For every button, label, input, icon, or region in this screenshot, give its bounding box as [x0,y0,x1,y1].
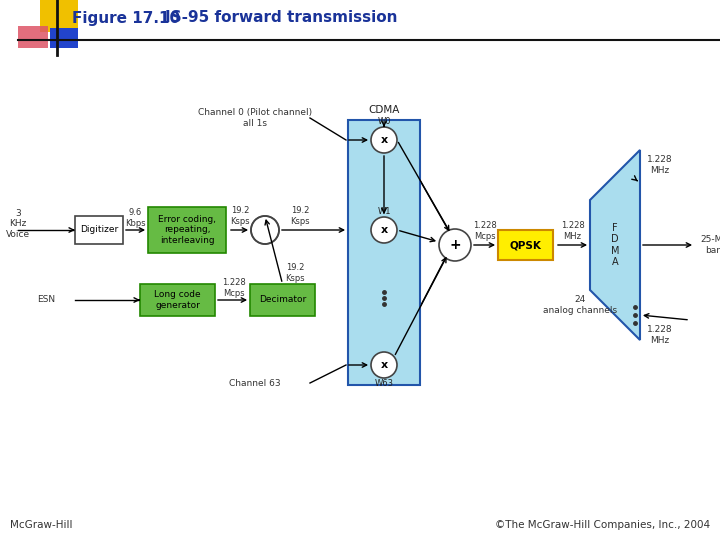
Bar [148,207,226,253]
Text: +: + [449,238,461,252]
Circle shape [371,352,397,378]
Text: ESN: ESN [37,295,55,305]
Text: Figure 17.10: Figure 17.10 [72,10,180,25]
Bar [250,284,315,316]
Text: F
D
M
A: F D M A [611,222,619,267]
Text: CDMA: CDMA [369,105,400,115]
Text: IS-95 forward transmission: IS-95 forward transmission [144,10,397,25]
Text: McGraw-Hill: McGraw-Hill [10,520,73,530]
Text: 19.2
Ksps: 19.2 Ksps [230,206,250,226]
Circle shape [251,216,279,244]
Text: 1.228
MHz: 1.228 MHz [647,325,672,345]
Bar [140,284,215,316]
Circle shape [439,229,471,261]
Text: 19.2
Ksps: 19.2 Ksps [285,264,305,283]
Text: x: x [380,135,387,145]
Text: W63: W63 [374,379,394,388]
Bar [40,0,78,32]
Text: ©The McGraw-Hill Companies, Inc., 2004: ©The McGraw-Hill Companies, Inc., 2004 [495,520,710,530]
Text: 9.6
Kbps: 9.6 Kbps [125,208,146,228]
Text: Digitizer: Digitizer [80,226,118,234]
Bar [348,120,420,385]
Polygon shape [590,150,640,340]
Text: x: x [380,225,387,235]
Text: x: x [380,360,387,370]
Circle shape [371,127,397,153]
Text: 24
analog channels: 24 analog channels [543,295,617,315]
Text: Decimator: Decimator [259,295,306,305]
Text: QPSK: QPSK [510,240,541,250]
Text: 1.228
MHz: 1.228 MHz [561,221,585,241]
Text: W0: W0 [377,118,391,126]
Text: Channel 63: Channel 63 [229,379,281,388]
Bar [498,230,553,260]
Text: 3
KHz
Voice: 3 KHz Voice [6,209,30,239]
Text: W1: W1 [377,207,391,217]
Bar [75,216,123,244]
Text: Error coding,
repeating,
interleaving: Error coding, repeating, interleaving [158,215,216,245]
Bar [18,26,48,48]
Text: 1.228
Mcps: 1.228 Mcps [473,221,497,241]
Text: Channel 0 (Pilot channel)
all 1s: Channel 0 (Pilot channel) all 1s [198,109,312,127]
Text: 1.228
Mcps: 1.228 Mcps [222,278,246,298]
Circle shape [371,217,397,243]
Text: 1.228
MHz: 1.228 MHz [647,156,672,175]
Bar [50,28,78,48]
Text: Long code
generator: Long code generator [154,291,201,310]
Text: 25-MHz
band: 25-MHz band [700,235,720,255]
Text: 19.2
Ksps: 19.2 Ksps [290,206,310,226]
